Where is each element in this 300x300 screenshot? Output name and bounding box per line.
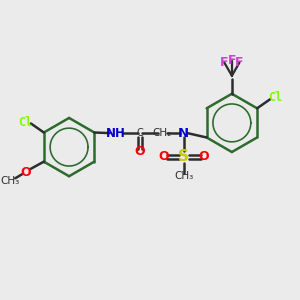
Text: S: S <box>178 149 189 164</box>
Text: CH₃: CH₃ <box>174 171 194 181</box>
Text: O: O <box>135 145 146 158</box>
Text: F: F <box>220 56 229 69</box>
Text: F: F <box>228 54 236 67</box>
Text: F: F <box>235 56 244 69</box>
Text: CH₃: CH₃ <box>0 176 20 186</box>
Text: O: O <box>159 151 169 164</box>
Text: CH₂: CH₂ <box>152 128 172 138</box>
Text: C: C <box>137 128 143 138</box>
Text: Cl: Cl <box>19 116 33 128</box>
Text: NH: NH <box>106 127 126 140</box>
Text: O: O <box>198 151 209 164</box>
Text: N: N <box>178 127 189 140</box>
Text: Cl: Cl <box>268 91 282 104</box>
Text: O: O <box>20 166 31 178</box>
